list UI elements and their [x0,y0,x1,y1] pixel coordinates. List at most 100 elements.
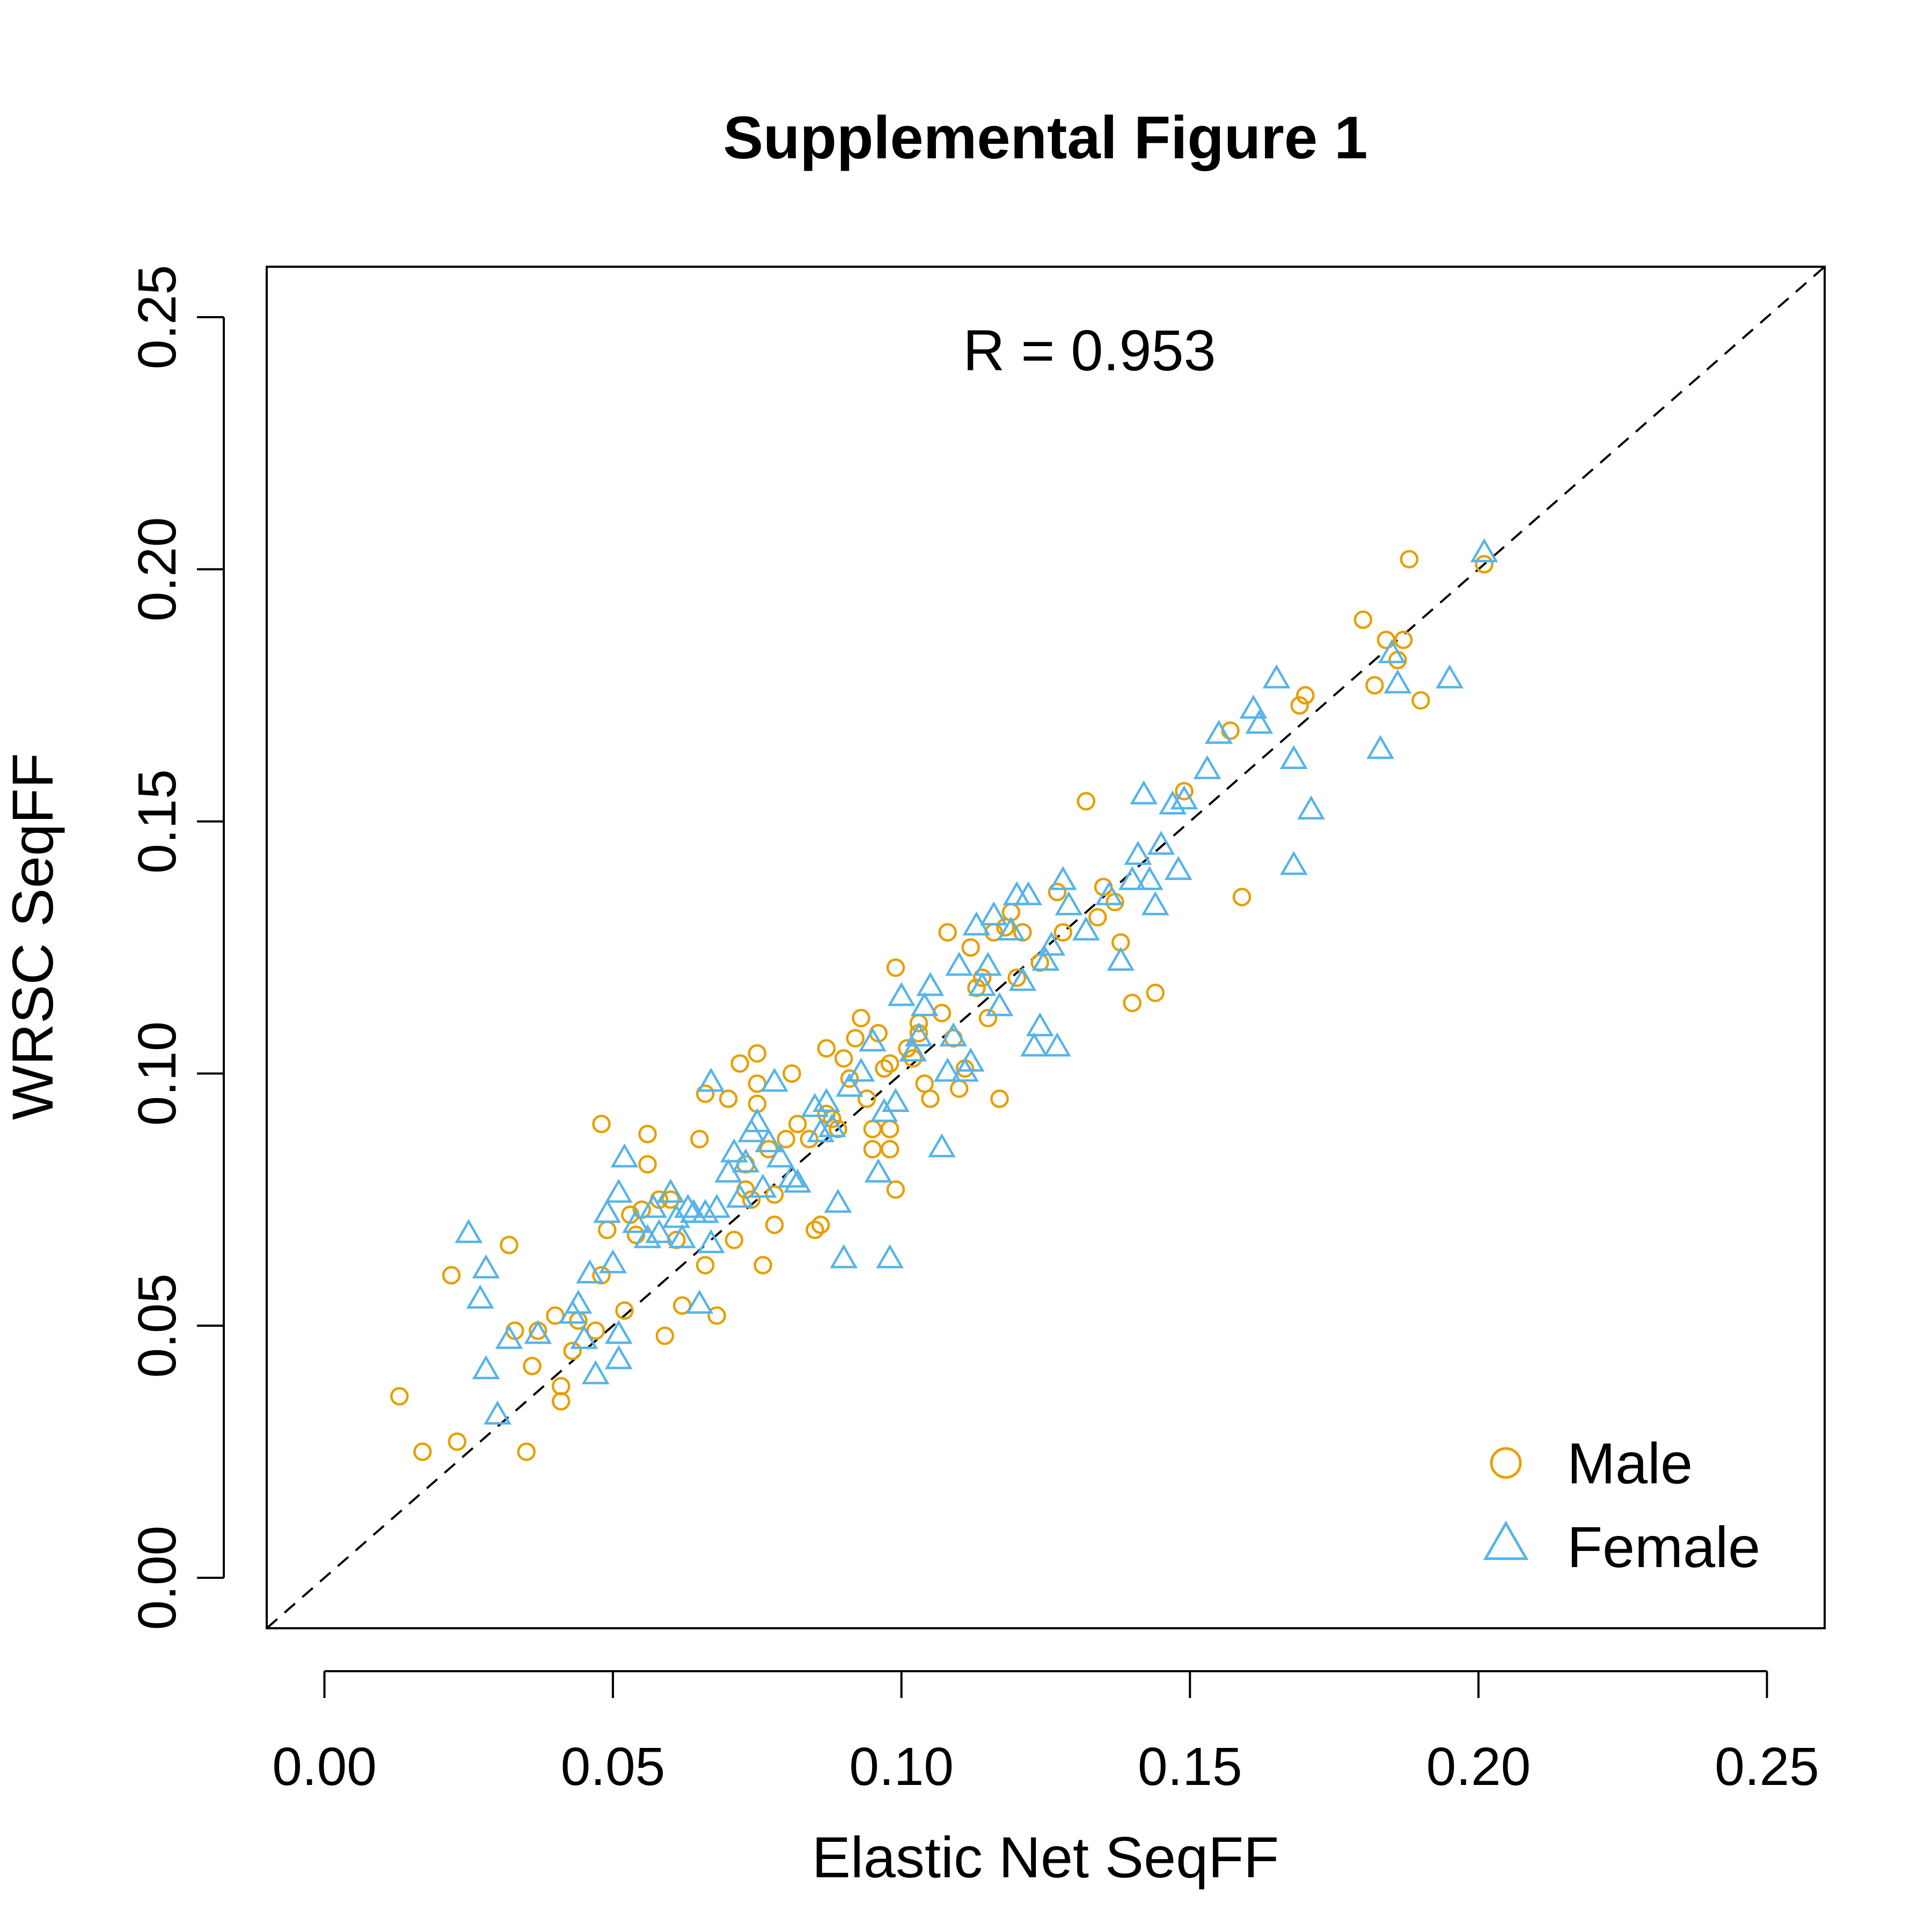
female-data-point [813,1088,840,1112]
male-data-point [817,1039,836,1058]
female-data-point [674,1194,702,1218]
female-data-point [899,1037,927,1062]
male-data-point [782,1064,801,1083]
female-data-point [639,1194,668,1218]
male-data-point [1377,631,1396,649]
female-data-point [945,952,974,976]
female-data-point [455,1219,483,1243]
male-data-point [811,1216,830,1234]
female-data-point [593,1198,621,1223]
male-data-point [1475,555,1494,574]
female-data-point [1136,866,1163,890]
male-data-point [748,1044,767,1063]
male-data-point [806,1220,824,1239]
male-data-point [990,1089,1009,1108]
male-data-point [898,1039,917,1058]
male-data-point [448,1432,467,1451]
female-data-point [997,916,1025,941]
female-data-point [622,1209,650,1233]
female-data-point [836,1072,863,1097]
male-data-point [638,1124,657,1144]
female-data-point [882,1088,910,1112]
female-data-point [645,1219,674,1243]
female-data-point [1245,709,1274,734]
female-data-point [1055,891,1083,916]
male-data-point [442,1266,461,1285]
male-data-point [753,1256,772,1275]
y-tick-label: 0.15 [127,769,187,874]
legend-male-marker [1490,1447,1522,1479]
female-data-point [1124,840,1152,865]
female-data-point [1037,931,1066,956]
male-data-point [863,1140,882,1159]
male-data-point [846,1029,865,1048]
female-data-point [749,1173,777,1198]
male-data-point [1146,983,1165,1002]
male-data-point [546,1306,565,1325]
female-data-point [801,1093,829,1117]
legend-male-label: Male [1567,1431,1693,1496]
male-data-point [800,1130,818,1148]
female-data-point [484,1400,511,1425]
male-data-point [719,1089,738,1108]
female-data-point [1366,735,1395,759]
male-data-point [690,1130,709,1148]
female-data-point [1205,720,1233,744]
female-data-point [604,1320,633,1344]
female-data-point [702,1194,731,1218]
male-data-point [696,1256,715,1275]
female-data-point [1297,795,1325,820]
male-data-point [615,1301,634,1320]
male-data-point [1053,923,1073,942]
female-data-point [1147,830,1175,855]
female-data-point [472,1254,500,1279]
male-data-point [852,1008,870,1028]
female-data-point [985,992,1014,1016]
male-data-point [1123,993,1142,1013]
male-data-point [748,1074,767,1093]
male-data-point [1232,888,1252,906]
female-data-point [633,1224,662,1248]
female-data-point [1193,755,1221,779]
female-data-point [466,1284,494,1309]
male-data-point [961,938,980,957]
female-data-point [604,1179,633,1203]
male-data-point [777,1130,795,1148]
female-data-point [1170,785,1198,810]
male-data-point [552,1392,570,1411]
female-data-point [830,1244,858,1269]
male-data-point [1175,781,1194,801]
male-data-point [886,958,905,977]
identity-reference-line [266,266,1826,1629]
female-data-point [1118,866,1146,890]
female-data-point [1049,866,1077,890]
female-data-point [1279,745,1308,770]
female-data-point [905,1022,933,1046]
female-data-point [1130,780,1158,804]
female-data-point [755,1128,783,1153]
female-data-point [1164,855,1192,880]
female-data-point [668,1224,697,1248]
male-data-point [972,968,992,987]
chart-title: Supplemental Figure 1 [723,104,1367,171]
female-data-point [1262,664,1291,689]
male-data-point [592,1115,611,1133]
male-data-point [932,1004,952,1022]
female-data-point [1378,639,1406,663]
male-data-point [696,1084,715,1103]
male-data-point [903,1049,923,1068]
female-data-point [847,1057,875,1082]
female-data-point [1141,891,1169,916]
x-tick-label: 0.25 [1715,1737,1819,1797]
female-data-point [697,1229,725,1254]
correlation-annotation: R = 0.953 [963,318,1216,383]
female-data-point [1095,881,1123,905]
female-data-point [564,1289,592,1314]
female-data-point [824,1189,852,1213]
female-data-point [1008,967,1037,991]
female-data-point [1470,538,1498,562]
female-data-point [933,1057,962,1082]
female-data-point [1436,664,1464,689]
male-data-point [586,1321,605,1340]
female-data-point [1014,881,1043,905]
